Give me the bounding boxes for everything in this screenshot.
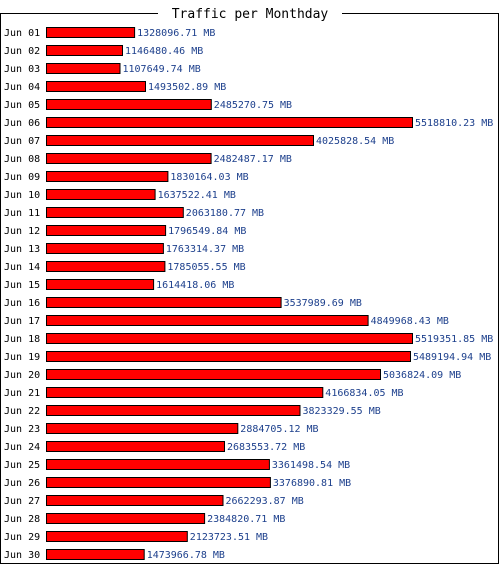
traffic-bar bbox=[46, 81, 146, 92]
value-label: 1785055.55 MB bbox=[167, 262, 245, 273]
day-label: Jun 10 bbox=[4, 190, 40, 201]
traffic-bar bbox=[46, 495, 224, 506]
day-label: Jun 04 bbox=[4, 82, 40, 93]
value-label: 1763314.37 MB bbox=[166, 244, 244, 255]
day-label: Jun 02 bbox=[4, 46, 40, 57]
traffic-bar bbox=[46, 369, 381, 380]
traffic-bar bbox=[46, 423, 239, 434]
traffic-bar bbox=[46, 459, 270, 470]
value-label: 1614418.06 MB bbox=[156, 280, 234, 291]
value-label: 1796549.84 MB bbox=[168, 226, 246, 237]
value-label: 2683553.72 MB bbox=[227, 442, 305, 453]
traffic-bar bbox=[46, 45, 123, 56]
traffic-bar bbox=[46, 297, 282, 308]
value-label: 1328096.71 MB bbox=[137, 28, 215, 39]
day-label: Jun 25 bbox=[4, 460, 40, 471]
value-label: 2063180.77 MB bbox=[186, 208, 264, 219]
value-label: 2482487.17 MB bbox=[214, 154, 292, 165]
day-label: Jun 18 bbox=[4, 334, 40, 345]
value-label: 2384820.71 MB bbox=[207, 514, 285, 525]
value-label: 5518810.23 MB bbox=[415, 118, 493, 129]
day-label: Jun 08 bbox=[4, 154, 40, 165]
day-label: Jun 13 bbox=[4, 244, 40, 255]
traffic-bar bbox=[46, 261, 166, 272]
traffic-bar bbox=[46, 405, 301, 416]
day-label: Jun 14 bbox=[4, 262, 40, 273]
value-label: 2884705.12 MB bbox=[240, 424, 318, 435]
traffic-bar bbox=[46, 135, 314, 146]
day-label: Jun 03 bbox=[4, 64, 40, 75]
day-label: Jun 26 bbox=[4, 478, 40, 489]
value-label: 4166834.05 MB bbox=[325, 388, 403, 399]
value-label: 1830164.03 MB bbox=[170, 172, 248, 183]
day-label: Jun 01 bbox=[4, 28, 40, 39]
day-label: Jun 20 bbox=[4, 370, 40, 381]
value-label: 2662293.87 MB bbox=[226, 496, 304, 507]
day-label: Jun 19 bbox=[4, 352, 40, 363]
day-label: Jun 22 bbox=[4, 406, 40, 417]
traffic-bar bbox=[46, 279, 155, 290]
value-label: 1146480.46 MB bbox=[125, 46, 203, 57]
value-label: 3537989.69 MB bbox=[284, 298, 362, 309]
traffic-bar bbox=[46, 63, 121, 74]
day-label: Jun 12 bbox=[4, 226, 40, 237]
traffic-bar bbox=[46, 99, 212, 110]
value-label: 5036824.09 MB bbox=[383, 370, 461, 381]
value-label: 3361498.54 MB bbox=[272, 460, 350, 471]
value-label: 3823329.55 MB bbox=[303, 406, 381, 417]
traffic-bar bbox=[46, 333, 413, 344]
chart-title: Traffic per Monthday bbox=[172, 7, 329, 22]
traffic-bar bbox=[46, 153, 212, 164]
day-label: Jun 05 bbox=[4, 100, 40, 111]
value-label: 2123723.51 MB bbox=[190, 532, 268, 543]
day-label: Jun 30 bbox=[4, 550, 40, 561]
value-label: 3376890.81 MB bbox=[273, 478, 351, 489]
day-label: Jun 17 bbox=[4, 316, 40, 327]
day-label: Jun 11 bbox=[4, 208, 40, 219]
day-label: Jun 29 bbox=[4, 532, 40, 543]
day-label: Jun 07 bbox=[4, 136, 40, 147]
value-label: 1493502.89 MB bbox=[148, 82, 226, 93]
traffic-bar bbox=[46, 27, 136, 38]
value-label: 1637522.41 MB bbox=[158, 190, 236, 201]
traffic-bar bbox=[46, 171, 169, 182]
value-label: 4025828.54 MB bbox=[316, 136, 394, 147]
day-label: Jun 06 bbox=[4, 118, 40, 129]
value-label: 1473966.78 MB bbox=[147, 550, 225, 561]
traffic-bar bbox=[46, 513, 206, 524]
value-label: 2485270.75 MB bbox=[214, 100, 292, 111]
traffic-bar bbox=[46, 477, 271, 488]
traffic-bar bbox=[46, 387, 324, 398]
value-label: 1107649.74 MB bbox=[123, 64, 201, 75]
traffic-bar bbox=[46, 531, 188, 542]
value-label: 5489194.94 MB bbox=[413, 352, 491, 363]
value-label: 4849968.43 MB bbox=[371, 316, 449, 327]
traffic-bar bbox=[46, 441, 225, 452]
day-label: Jun 28 bbox=[4, 514, 40, 525]
traffic-bar bbox=[46, 549, 145, 560]
day-label: Jun 16 bbox=[4, 298, 40, 309]
day-label: Jun 23 bbox=[4, 424, 40, 435]
value-label: 5519351.85 MB bbox=[415, 334, 493, 345]
traffic-bar bbox=[46, 315, 369, 326]
day-label: Jun 15 bbox=[4, 280, 40, 291]
traffic-bar bbox=[46, 225, 167, 236]
day-label: Jun 21 bbox=[4, 388, 40, 399]
day-label: Jun 24 bbox=[4, 442, 40, 453]
day-label: Jun 27 bbox=[4, 496, 40, 507]
traffic-bar bbox=[46, 207, 184, 218]
traffic-bar bbox=[46, 189, 156, 200]
traffic-bar bbox=[46, 243, 164, 254]
traffic-bar bbox=[46, 351, 411, 362]
traffic-bar bbox=[46, 117, 413, 128]
day-label: Jun 09 bbox=[4, 172, 40, 183]
title-backdrop bbox=[158, 4, 342, 22]
